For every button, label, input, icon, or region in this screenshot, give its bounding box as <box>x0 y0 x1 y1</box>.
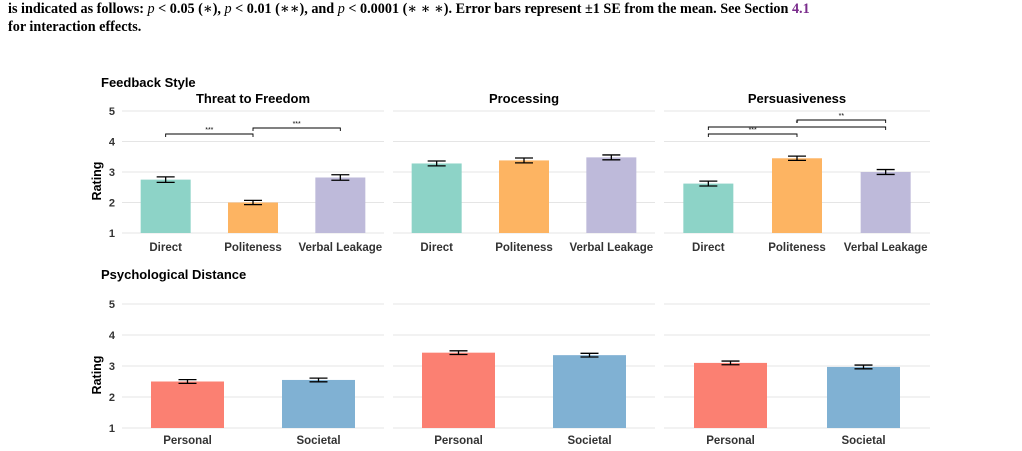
group-label-psychological-distance: Psychological Distance <box>101 267 246 282</box>
panel-2-2: Personal Societal <box>393 303 655 447</box>
y-tick-label: 3 <box>109 167 115 179</box>
panel-1-3: Persuasiveness Direct Politeness Verbal Lea… <box>664 91 930 254</box>
x-tick-label: Direct <box>692 242 725 254</box>
panel-title: Threat to Freedom <box>196 91 310 106</box>
y-tick-label: 4 <box>109 330 116 342</box>
caption-line-2: for interaction effects. <box>8 19 142 35</box>
significance-bracket <box>707 133 798 137</box>
panel-title: Processing <box>489 91 559 106</box>
y-axis-label: Rating <box>90 356 104 395</box>
bar <box>827 366 900 428</box>
y-tick-label: 1 <box>109 423 115 435</box>
x-tick-label: Direct <box>420 242 453 254</box>
bar <box>772 158 822 233</box>
bar <box>499 160 549 233</box>
caption-line-1: is indicated as follows: p < 0.05 (∗), p… <box>8 1 810 17</box>
group-label-feedback-style: Feedback Style <box>101 75 196 90</box>
bar <box>315 177 366 233</box>
bar <box>282 379 355 428</box>
y-axis-label: Rating <box>90 162 104 201</box>
x-tick-label: Politeness <box>495 242 553 254</box>
bar <box>860 172 911 233</box>
bar <box>422 352 495 428</box>
x-tick-label: Verbal Leakage <box>298 242 382 254</box>
panel-2-3: Personal Societal <box>664 303 930 447</box>
section-link[interactable]: 4.1 <box>791 1 810 17</box>
y-tick-label: 2 <box>109 198 115 210</box>
y-tick-label: 4 <box>109 137 116 149</box>
significance-label: *** <box>205 127 213 134</box>
x-tick-label: Personal <box>163 435 212 447</box>
bar <box>683 183 734 233</box>
significance-bracket <box>796 119 887 123</box>
y-tick-label: 5 <box>109 106 115 118</box>
x-tick-label: Personal <box>706 435 755 447</box>
bar <box>586 157 637 233</box>
x-tick-label: Verbal Leakage <box>844 242 928 254</box>
bar <box>553 355 626 428</box>
panel-1-1: 1 2 3 4 5 Rating Threat to Freedom Direct Polite… <box>90 91 384 254</box>
panel-1-2: Processing Direct Politeness Verbal Leakage <box>393 91 655 254</box>
bar <box>228 202 278 233</box>
x-tick-label: Societal <box>567 435 611 447</box>
significance-label: * <box>796 120 799 127</box>
y-tick-label: 2 <box>109 392 115 404</box>
x-tick-label: Politeness <box>224 242 282 254</box>
bar <box>411 163 462 233</box>
significance-bracket <box>165 133 254 137</box>
significance-label: *** <box>749 127 757 134</box>
figure-caption: is indicated as follows: p < 0.05 (∗), p… <box>8 0 1016 36</box>
bar <box>140 179 191 233</box>
y-tick-label: 1 <box>109 228 115 240</box>
x-tick-label: Societal <box>296 435 340 447</box>
y-tick-label: 5 <box>109 299 115 311</box>
x-tick-label: Politeness <box>768 242 826 254</box>
panel-2-1: 1 2 3 4 5 Rating Personal Societal <box>90 299 384 447</box>
significance-label: *** <box>293 121 301 128</box>
bar <box>151 381 224 428</box>
panel-title: Persuasiveness <box>748 91 846 106</box>
significance-bracket <box>707 126 887 130</box>
x-tick-label: Direct <box>149 242 182 254</box>
y-tick-label: 3 <box>109 361 115 373</box>
x-tick-label: Societal <box>841 435 885 447</box>
x-tick-label: Verbal Leakage <box>569 242 653 254</box>
significance-label: ** <box>839 113 845 120</box>
x-tick-label: Personal <box>434 435 483 447</box>
significance-bracket <box>252 127 341 131</box>
bar <box>694 362 767 428</box>
